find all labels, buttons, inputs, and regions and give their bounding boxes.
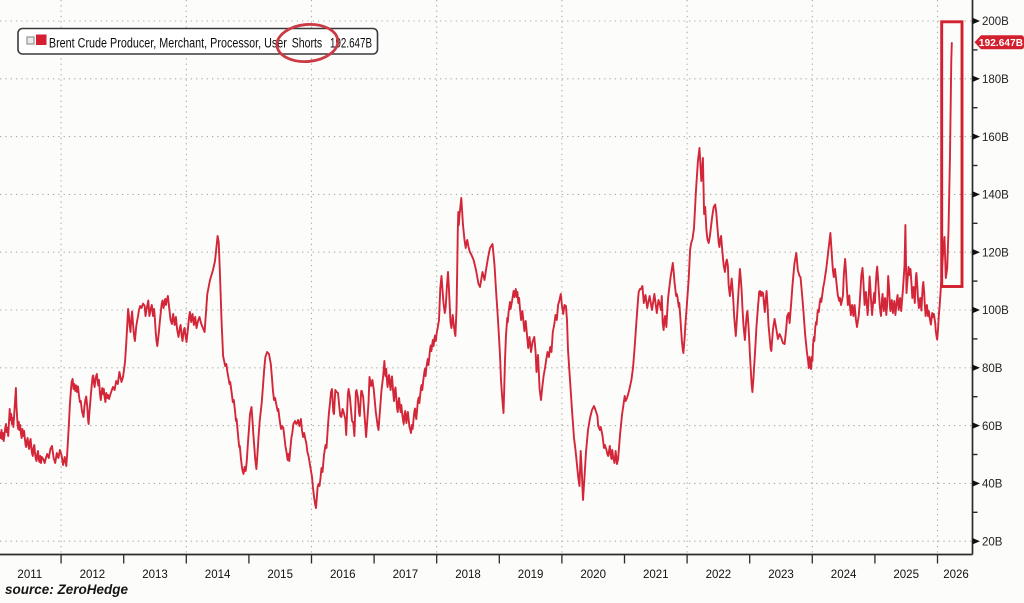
svg-text:200B: 200B	[982, 16, 1009, 28]
svg-text:192.647B: 192.647B	[979, 38, 1023, 49]
svg-text:160B: 160B	[982, 132, 1009, 144]
svg-text:2014: 2014	[205, 569, 231, 581]
svg-text:192.647B: 192.647B	[330, 36, 372, 51]
svg-text:2022: 2022	[706, 569, 732, 581]
svg-text:2020: 2020	[580, 569, 606, 581]
svg-text:2024: 2024	[831, 569, 857, 581]
svg-text:2015: 2015	[267, 569, 293, 581]
svg-text:180B: 180B	[982, 74, 1009, 86]
svg-text:2013: 2013	[142, 569, 168, 581]
svg-text:2019: 2019	[518, 569, 544, 581]
svg-text:40B: 40B	[982, 479, 1003, 491]
svg-text:source: ZeroHedge: source: ZeroHedge	[5, 582, 129, 597]
svg-text:2011: 2011	[17, 569, 42, 581]
svg-text:140B: 140B	[982, 190, 1009, 202]
svg-text:80B: 80B	[982, 363, 1003, 375]
svg-text:2023: 2023	[768, 569, 794, 581]
svg-text:Brent Crude Producer, Merchant: Brent Crude Producer, Merchant, Processo…	[49, 36, 287, 51]
svg-text:2018: 2018	[455, 569, 481, 581]
svg-text:2026: 2026	[943, 569, 969, 581]
svg-text:2012: 2012	[80, 569, 106, 581]
svg-text:2025: 2025	[893, 569, 919, 581]
svg-text:100B: 100B	[982, 305, 1009, 317]
svg-text:2017: 2017	[393, 569, 419, 581]
svg-text:60B: 60B	[982, 421, 1003, 433]
svg-text:2021: 2021	[643, 569, 669, 581]
svg-text:2016: 2016	[330, 569, 356, 581]
svg-text:Shorts: Shorts	[292, 36, 323, 51]
svg-text:20B: 20B	[982, 536, 1003, 548]
svg-text:120B: 120B	[982, 247, 1009, 259]
